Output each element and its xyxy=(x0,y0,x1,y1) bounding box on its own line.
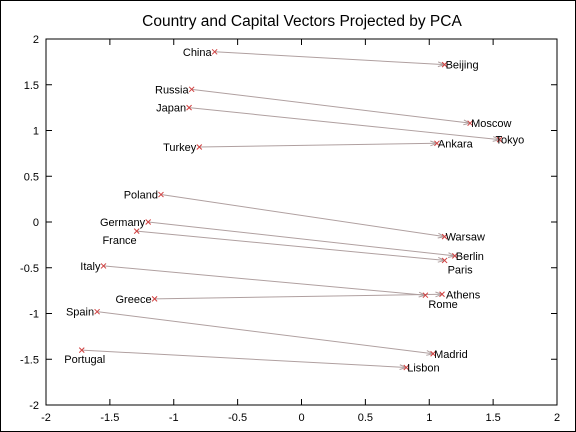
capital-marker xyxy=(422,292,429,299)
capital-marker xyxy=(434,140,440,147)
country-label: Portugal xyxy=(64,354,105,366)
arrow-poland xyxy=(160,194,445,238)
arrow-spain xyxy=(97,311,434,355)
country-marker xyxy=(151,296,158,302)
capital-label: Beijing xyxy=(446,60,479,72)
y-tick-label: 0.5 xyxy=(24,171,39,183)
country-label: France xyxy=(102,235,136,247)
x-axis-tick-labels: -2 -1.5 -1 -0.5 0 0.5 1 1.5 2 xyxy=(41,412,560,424)
capital-marker xyxy=(441,233,448,240)
arrow-china xyxy=(214,51,445,66)
capital-label: Madrid xyxy=(434,349,468,361)
axis-ticks xyxy=(45,38,558,406)
capital-label: Tokyo xyxy=(496,135,525,147)
x-tick-label: 2 xyxy=(554,412,560,424)
capital-marker xyxy=(467,120,473,127)
country-label: Italy xyxy=(80,261,101,273)
capital-label: Paris xyxy=(448,264,474,276)
x-tick-label: -1 xyxy=(169,412,179,424)
x-tick-label: -1.5 xyxy=(100,412,119,424)
x-tick-label: -0.5 xyxy=(228,412,247,424)
y-tick-label: -1 xyxy=(29,309,39,321)
country-label: Greece xyxy=(116,294,152,306)
country-label: Spain xyxy=(66,307,94,319)
capital-marker xyxy=(441,257,448,264)
capital-marker xyxy=(439,291,445,298)
y-tick-label: 0 xyxy=(33,217,39,229)
x-tick-label: 0.5 xyxy=(358,412,373,424)
capital-marker xyxy=(403,364,410,371)
country-marker xyxy=(94,308,100,315)
country-marker xyxy=(186,104,192,111)
y-tick-label: 2 xyxy=(33,34,39,46)
country-label: Poland xyxy=(124,190,158,202)
country-marker xyxy=(100,263,107,269)
x-tick-label: 1.5 xyxy=(485,412,500,424)
country-marker xyxy=(145,219,152,225)
capital-label: Athens xyxy=(446,289,481,301)
country-label: Turkey xyxy=(163,142,197,154)
country-capital-arrows xyxy=(81,51,500,371)
arrow-france xyxy=(136,230,445,261)
arrow-greece xyxy=(154,293,443,300)
x-tick-label: 0 xyxy=(298,412,304,424)
country-marker xyxy=(133,228,140,235)
capital-label: Lisbon xyxy=(407,362,439,374)
capital-label: Moscow xyxy=(471,118,511,130)
point-labels: China Beijing Russia Moscow Japan Tokyo Turkey… xyxy=(64,47,524,375)
x-tick-label: 1 xyxy=(426,412,432,424)
arrow-russia xyxy=(191,88,471,124)
y-axis-tick-labels: 2 1.5 1 0.5 0 -0.5 -1 -1.5 -2 xyxy=(20,34,39,412)
capital-marker xyxy=(441,61,448,68)
country-marker xyxy=(78,347,85,353)
capital-marker xyxy=(451,253,458,259)
arrow-italy xyxy=(103,265,426,296)
capital-marker xyxy=(496,136,503,143)
arrow-germany xyxy=(148,221,455,257)
y-tick-label: -1.5 xyxy=(20,354,39,366)
y-tick-label: 1 xyxy=(33,126,39,138)
y-tick-label: -2 xyxy=(29,400,39,412)
country-label: Germany xyxy=(100,217,146,229)
country-marker xyxy=(211,48,218,55)
y-tick-label: 1.5 xyxy=(24,80,39,92)
country-marker xyxy=(158,191,164,198)
country-marker xyxy=(196,144,203,150)
capital-label: Ankara xyxy=(438,138,474,150)
country-marker xyxy=(188,86,195,93)
y-tick-label: -0.5 xyxy=(20,263,39,275)
chart-title: Country and Capital Vectors Projected by… xyxy=(142,13,462,30)
capital-label: Berlin xyxy=(456,251,484,263)
arrow-turkey xyxy=(199,142,437,148)
arrow-portugal xyxy=(81,349,407,368)
country-label: Russia xyxy=(155,84,190,96)
point-markers xyxy=(78,48,503,371)
country-label: China xyxy=(183,47,213,59)
capital-label: Rome xyxy=(428,299,457,311)
arrow-japan xyxy=(189,107,500,141)
capital-label: Warsaw xyxy=(446,232,485,244)
capital-marker xyxy=(430,350,436,357)
country-label: Japan xyxy=(156,103,186,115)
x-tick-label: -2 xyxy=(41,412,51,424)
